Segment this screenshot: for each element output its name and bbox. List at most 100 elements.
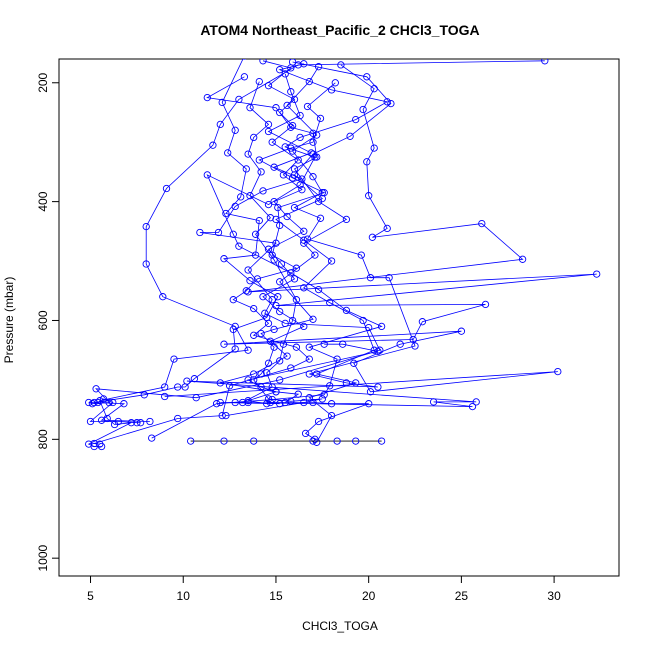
data-point-3-21	[554, 367, 562, 376]
series-2	[85, 59, 549, 451]
data-point-10-14	[229, 296, 237, 304]
data-point-11-2	[374, 347, 382, 356]
data-point-8-18	[333, 355, 341, 363]
data-point-3-6	[383, 224, 391, 233]
data-point-7-15	[190, 375, 199, 383]
data-point-9-26	[109, 398, 117, 407]
data-point-5-11	[276, 278, 284, 286]
data-point-6-9	[270, 256, 278, 264]
data-point-0-12	[300, 227, 308, 235]
data-point-6-4	[244, 150, 252, 158]
data-point-9-2	[296, 111, 304, 120]
data-point-9-7	[259, 187, 267, 195]
data-point-0-15	[290, 275, 299, 283]
data-point-11-12	[314, 417, 323, 426]
data-point-0-17	[276, 307, 284, 316]
data-point-9-25	[99, 395, 108, 403]
data-point-3-20	[366, 388, 375, 396]
series-1	[272, 59, 395, 446]
data-point-6-13	[276, 357, 284, 365]
flat-point-5	[352, 437, 360, 445]
data-point-9-14	[261, 309, 269, 317]
data-point-0-4	[276, 108, 284, 117]
data-point-2-8	[159, 293, 167, 301]
data-point-9-5	[270, 163, 278, 171]
data-point-8-22	[212, 400, 221, 408]
data-point-2-19	[97, 442, 106, 451]
series-11	[244, 340, 382, 443]
data-point-0-16	[259, 293, 267, 301]
data-point-8-1	[276, 66, 284, 74]
data-point-9-12	[244, 266, 252, 274]
data-point-10-3	[309, 138, 317, 146]
data-point-7-21	[97, 416, 106, 424]
data-point-10-10	[268, 251, 276, 259]
data-point-8-19	[326, 382, 334, 390]
data-point-11-5	[272, 388, 280, 396]
data-point-3-1	[370, 85, 378, 93]
series-line-8	[151, 63, 389, 439]
data-point-7-5	[237, 193, 245, 201]
data-point-10-5	[255, 156, 263, 164]
data-point-6-7	[266, 214, 275, 222]
data-point-8-3	[383, 98, 391, 106]
data-point-8-23	[148, 434, 156, 442]
data-point-7-7	[255, 216, 263, 225]
data-point-4-12	[385, 274, 393, 282]
data-point-9-28	[114, 417, 122, 426]
data-point-6-1	[246, 104, 254, 112]
data-point-10-12	[253, 275, 262, 283]
data-point-3-8	[478, 219, 486, 228]
data-point-11-8	[266, 398, 275, 407]
data-point-10-9	[276, 221, 284, 230]
data-point-4-6	[318, 189, 326, 197]
data-point-7-9	[220, 255, 228, 263]
data-point-3-9	[518, 255, 527, 263]
series-line-4	[186, 66, 477, 407]
data-point-2-0	[541, 59, 549, 65]
series-line-11	[246, 343, 378, 440]
data-point-7-16	[181, 383, 189, 391]
series-4	[183, 63, 480, 411]
data-point-9-27	[86, 417, 95, 426]
data-point-11-9	[309, 398, 317, 407]
data-point-6-0	[255, 77, 263, 86]
data-point-4-22	[216, 398, 224, 407]
data-point-3-15	[409, 335, 417, 344]
data-point-5-21	[318, 395, 326, 403]
data-point-10-8	[274, 203, 282, 212]
data-point-3-14	[418, 318, 427, 326]
series-layer	[85, 59, 601, 451]
data-point-5-9	[300, 239, 308, 247]
data-point-2-11	[170, 355, 178, 363]
data-point-7-14	[231, 345, 239, 353]
data-point-10-0	[331, 79, 339, 87]
data-point-6-8	[251, 230, 260, 238]
plot-area	[85, 59, 601, 451]
data-point-7-0	[242, 59, 247, 60]
flat-point-0	[187, 437, 195, 445]
data-point-11-1	[339, 340, 347, 348]
plot-frame	[58, 58, 620, 577]
data-point-5-3	[287, 123, 295, 131]
flat-segment-layer	[187, 437, 386, 445]
data-point-10-15	[250, 304, 258, 313]
data-point-1-0	[288, 59, 297, 66]
data-point-1-11	[326, 298, 334, 307]
data-point-7-17	[174, 383, 182, 391]
data-point-9-1	[287, 88, 295, 96]
data-point-11-10	[327, 400, 336, 408]
data-point-10-2	[316, 114, 325, 123]
data-point-0-7	[294, 156, 302, 164]
data-point-9-21	[105, 398, 113, 407]
series-line-7	[94, 59, 279, 422]
data-point-4-16	[374, 383, 382, 391]
data-point-11-6	[294, 390, 302, 398]
y-tick-label-1: 400	[36, 191, 50, 211]
data-point-8-17	[305, 343, 313, 351]
data-point-5-0	[240, 73, 249, 81]
data-point-7-22	[146, 417, 154, 426]
y-tick-label-0: 200	[36, 72, 50, 92]
data-point-5-8	[342, 215, 351, 224]
data-point-9-4	[307, 149, 315, 157]
